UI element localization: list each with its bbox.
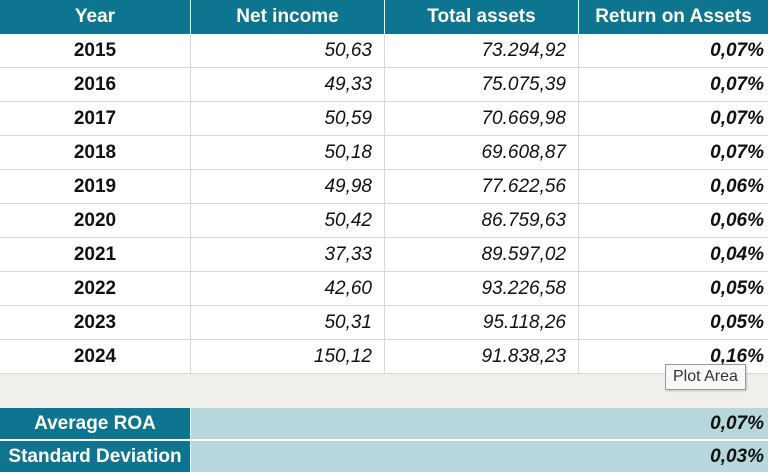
average-roa-row: Average ROA 0,07% [0,408,768,439]
year-cell[interactable]: 2023 [0,306,191,339]
average-roa-value[interactable]: 0,07% [191,408,768,439]
year-cell[interactable]: 2017 [0,102,191,135]
table-row: 2015 50,63 73.294,92 0,07% [0,34,768,68]
standard-deviation-label[interactable]: Standard Deviation [0,441,191,472]
roa-cell[interactable]: 0,06% [710,175,764,197]
total-assets-cell[interactable]: 86.759,63 [385,204,579,237]
roa-cell[interactable]: 0,04% [710,243,764,265]
net-income-cell[interactable]: 150,12 [191,340,385,373]
total-assets-cell[interactable]: 77.622,56 [385,170,579,203]
net-income-cell[interactable]: 42,60 [191,272,385,305]
net-income-cell[interactable]: 49,33 [191,68,385,101]
roa-cell[interactable]: 0,07% [710,107,764,129]
net-income-cell[interactable]: 50,63 [191,34,385,67]
total-assets-cell[interactable]: 91.838,23 [385,340,579,373]
total-assets-cell[interactable]: 70.669,98 [385,102,579,135]
total-assets-cell[interactable]: 73.294,92 [385,34,579,67]
net-income-cell[interactable]: 37,33 [191,238,385,271]
roa-cell[interactable]: 0,16% [710,345,764,367]
standard-deviation-row: Standard Deviation 0,03% [0,441,768,472]
total-assets-cell[interactable]: 69.608,87 [385,136,579,169]
roa-cell[interactable]: 0,07% [710,73,764,95]
data-table: Year Net income Total assets Return on A… [0,0,768,374]
average-roa-label[interactable]: Average ROA [0,408,191,439]
total-assets-cell[interactable]: 93.226,58 [385,272,579,305]
table-row: 2016 49,33 75.075,39 0,07% [0,68,768,102]
header-year[interactable]: Year [0,0,191,34]
total-assets-cell[interactable]: 95.118,26 [385,306,579,339]
year-cell[interactable]: 2019 [0,170,191,203]
table-row: 2024 150,12 91.838,23 0,16% [0,340,768,374]
table-header-row: Year Net income Total assets Return on A… [0,0,768,34]
roa-cell[interactable]: 0,07% [710,39,764,61]
total-assets-cell[interactable]: 89.597,02 [385,238,579,271]
year-cell[interactable]: 2024 [0,340,191,373]
table-row: 2022 42,60 93.226,58 0,05% [0,272,768,306]
empty-sheet-row[interactable] [0,374,768,408]
total-assets-cell[interactable]: 75.075,39 [385,68,579,101]
net-income-cell[interactable]: 50,42 [191,204,385,237]
year-cell[interactable]: 2021 [0,238,191,271]
roa-cell[interactable]: 0,06% [710,209,764,231]
table-row: 2020 50,42 86.759,63 0,06% [0,204,768,238]
year-cell[interactable]: 2016 [0,68,191,101]
table-row: 2021 37,33 89.597,02 0,04% [0,238,768,272]
table-row: 2023 50,31 95.118,26 0,05% [0,306,768,340]
net-income-cell[interactable]: 50,59 [191,102,385,135]
table-row: 2019 49,98 77.622,56 0,06% [0,170,768,204]
roa-cell[interactable]: 0,05% [710,277,764,299]
year-cell[interactable]: 2020 [0,204,191,237]
net-income-cell[interactable]: 50,31 [191,306,385,339]
header-return-on-assets[interactable]: Return on Assets [595,6,752,27]
year-cell[interactable]: 2018 [0,136,191,169]
standard-deviation-value[interactable]: 0,03% [191,441,768,472]
header-total-assets[interactable]: Total assets [385,0,579,34]
year-cell[interactable]: 2015 [0,34,191,67]
table-row: 2017 50,59 70.669,98 0,07% [0,102,768,136]
table-row: 2018 50,18 69.608,87 0,07% [0,136,768,170]
roa-cell[interactable]: 0,07% [710,141,764,163]
net-income-cell[interactable]: 49,98 [191,170,385,203]
year-cell[interactable]: 2022 [0,272,191,305]
roa-cell[interactable]: 0,05% [710,311,764,333]
net-income-cell[interactable]: 50,18 [191,136,385,169]
plot-area-tooltip: Plot Area [665,364,746,390]
header-net-income[interactable]: Net income [191,0,385,34]
